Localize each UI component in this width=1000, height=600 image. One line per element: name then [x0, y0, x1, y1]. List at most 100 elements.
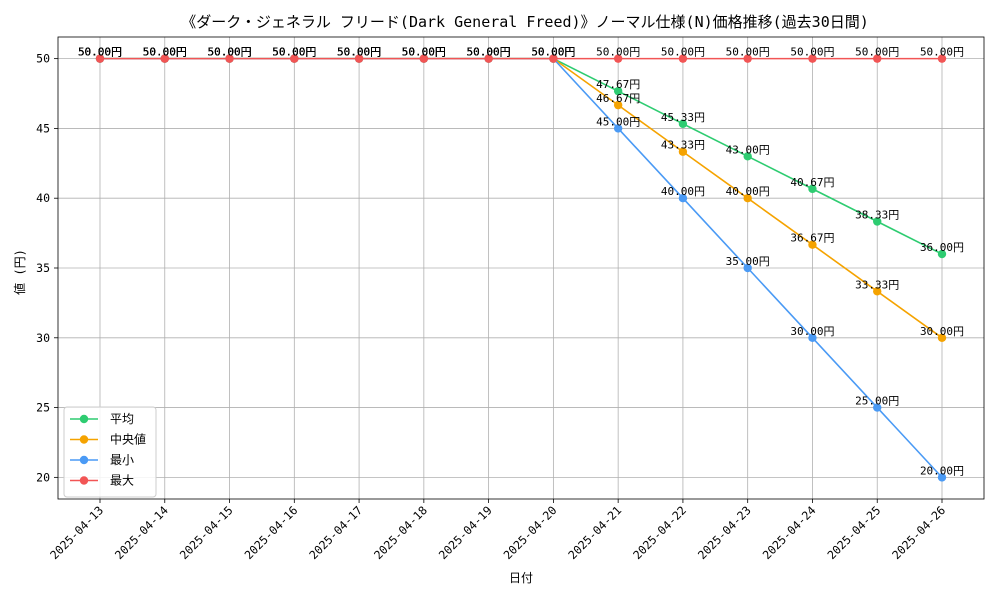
- legend-marker: [79, 435, 89, 444]
- data-point: [484, 54, 493, 63]
- data-label: 50.00円: [467, 46, 511, 59]
- data-label: 50.00円: [467, 46, 511, 59]
- data-label: 50.00円: [143, 46, 187, 59]
- data-point: [873, 54, 882, 63]
- data-point: [743, 194, 752, 203]
- data-point: [678, 119, 688, 129]
- data-label: 38.33円: [855, 209, 899, 222]
- data-label: 50.00円: [531, 46, 575, 59]
- x-axis-ticks: 2025-04-13 2025-04-14 2025-04-15 2025-04-16…: [47, 499, 948, 562]
- data-label: 30.00円: [790, 325, 834, 338]
- data-point: [937, 54, 947, 63]
- data-label: 45.00円: [596, 115, 640, 128]
- data-point: [808, 184, 817, 194]
- data-point: [873, 403, 882, 412]
- data-label: 50.00円: [207, 46, 251, 59]
- data-label: 50.00円: [596, 46, 640, 59]
- data-label: 50.00円: [78, 46, 122, 59]
- x-tick-label: 2025-04-20: [501, 503, 560, 562]
- data-label: 50.00円: [207, 46, 251, 59]
- data-point: [743, 54, 752, 63]
- data-point: [937, 333, 947, 342]
- data-point: [160, 54, 169, 63]
- x-tick-label: 2025-04-21: [565, 503, 624, 562]
- data-label: 43.33円: [661, 139, 705, 152]
- y-tick-label: 25: [36, 401, 50, 415]
- x-tick-label: 2025-04-16: [242, 503, 301, 562]
- x-tick-label: 2025-04-24: [760, 503, 819, 562]
- data-label: 50.00円: [467, 46, 511, 59]
- data-label: 47.67円: [596, 78, 640, 91]
- legend-marker: [79, 455, 89, 465]
- data-label: 50.00円: [531, 46, 575, 59]
- data-point: [225, 54, 234, 63]
- data-label: 50.00円: [402, 46, 446, 59]
- data-point: [549, 54, 558, 63]
- data-label: 50.00円: [78, 46, 122, 59]
- data-label: 50.00円: [531, 46, 575, 59]
- x-tick-label: 2025-04-25: [824, 503, 883, 562]
- data-label: 50.00円: [272, 46, 316, 59]
- data-label: 30.00円: [920, 325, 964, 338]
- data-point: [873, 217, 882, 226]
- data-label: 50.00円: [402, 46, 446, 59]
- data-label: 50.00円: [143, 46, 187, 59]
- data-label: 50.00円: [207, 46, 251, 59]
- x-tick-label: 2025-04-17: [306, 503, 365, 562]
- data-point: [937, 249, 947, 259]
- data-label: 50.00円: [661, 46, 705, 59]
- legend-box: [63, 406, 157, 498]
- data-point: [419, 54, 429, 63]
- data-point: [95, 54, 105, 63]
- x-tick-label: 2025-04-18: [371, 503, 430, 562]
- data-label: 45.33円: [661, 111, 705, 124]
- data-label: 50.00円: [143, 46, 187, 59]
- y-tick-label: 50: [36, 52, 50, 66]
- data-point: [354, 54, 364, 63]
- data-label: 50.00円: [467, 46, 511, 59]
- data-point: [613, 124, 623, 133]
- data-label: 43.00円: [726, 143, 770, 156]
- legend-entry: 最大: [110, 474, 134, 488]
- legend-marker: [79, 476, 89, 485]
- y-tick-label: 45: [36, 121, 50, 135]
- data-point: [613, 86, 623, 96]
- data-label: 50.00円: [337, 46, 381, 59]
- x-tick-label: 2025-04-26: [889, 503, 948, 562]
- x-tick-label: 2025-04-15: [177, 503, 236, 562]
- data-label: 50.00円: [402, 46, 446, 59]
- chart-title: 《ダーク・ジェネラル フリード(Dark General Freed)》ノーマル…: [181, 13, 869, 31]
- x-axis-label: 日付: [509, 571, 533, 585]
- data-point: [743, 263, 752, 273]
- data-point: [613, 54, 623, 63]
- data-label: 25.00円: [855, 395, 899, 408]
- x-tick-label: 2025-04-14: [112, 503, 171, 562]
- data-label: 50.00円: [790, 46, 834, 59]
- data-point: [808, 54, 817, 63]
- data-labels: 50.00円 50.00円 50.00円 50.00円 50.00円 50.00円 50.0…: [78, 46, 964, 478]
- data-label: 50.00円: [272, 46, 316, 59]
- data-label: 50.00円: [337, 46, 381, 59]
- data-label: 50.00円: [78, 46, 122, 59]
- legend-entry: 中央値: [110, 432, 146, 447]
- data-label: 46.67円: [596, 92, 640, 105]
- x-tick-label: 2025-04-22: [630, 503, 689, 562]
- data-label: 35.00円: [726, 255, 770, 268]
- legend-marker: [79, 414, 89, 424]
- data-label: 50.00円: [531, 46, 575, 59]
- y-tick-label: 20: [36, 470, 50, 484]
- y-axis-label: 値 (円): [12, 249, 27, 295]
- series-line: [100, 57, 943, 255]
- data-label: 40.00円: [726, 185, 770, 198]
- data-point: [613, 100, 623, 110]
- data-point: [678, 194, 688, 203]
- data-label: 40.67円: [790, 176, 834, 189]
- legend-entry: 最小: [110, 453, 134, 467]
- data-label: 50.00円: [337, 46, 381, 59]
- y-tick-label: 35: [36, 261, 50, 275]
- data-point: [678, 54, 688, 63]
- legend-entry: 平均: [110, 412, 134, 426]
